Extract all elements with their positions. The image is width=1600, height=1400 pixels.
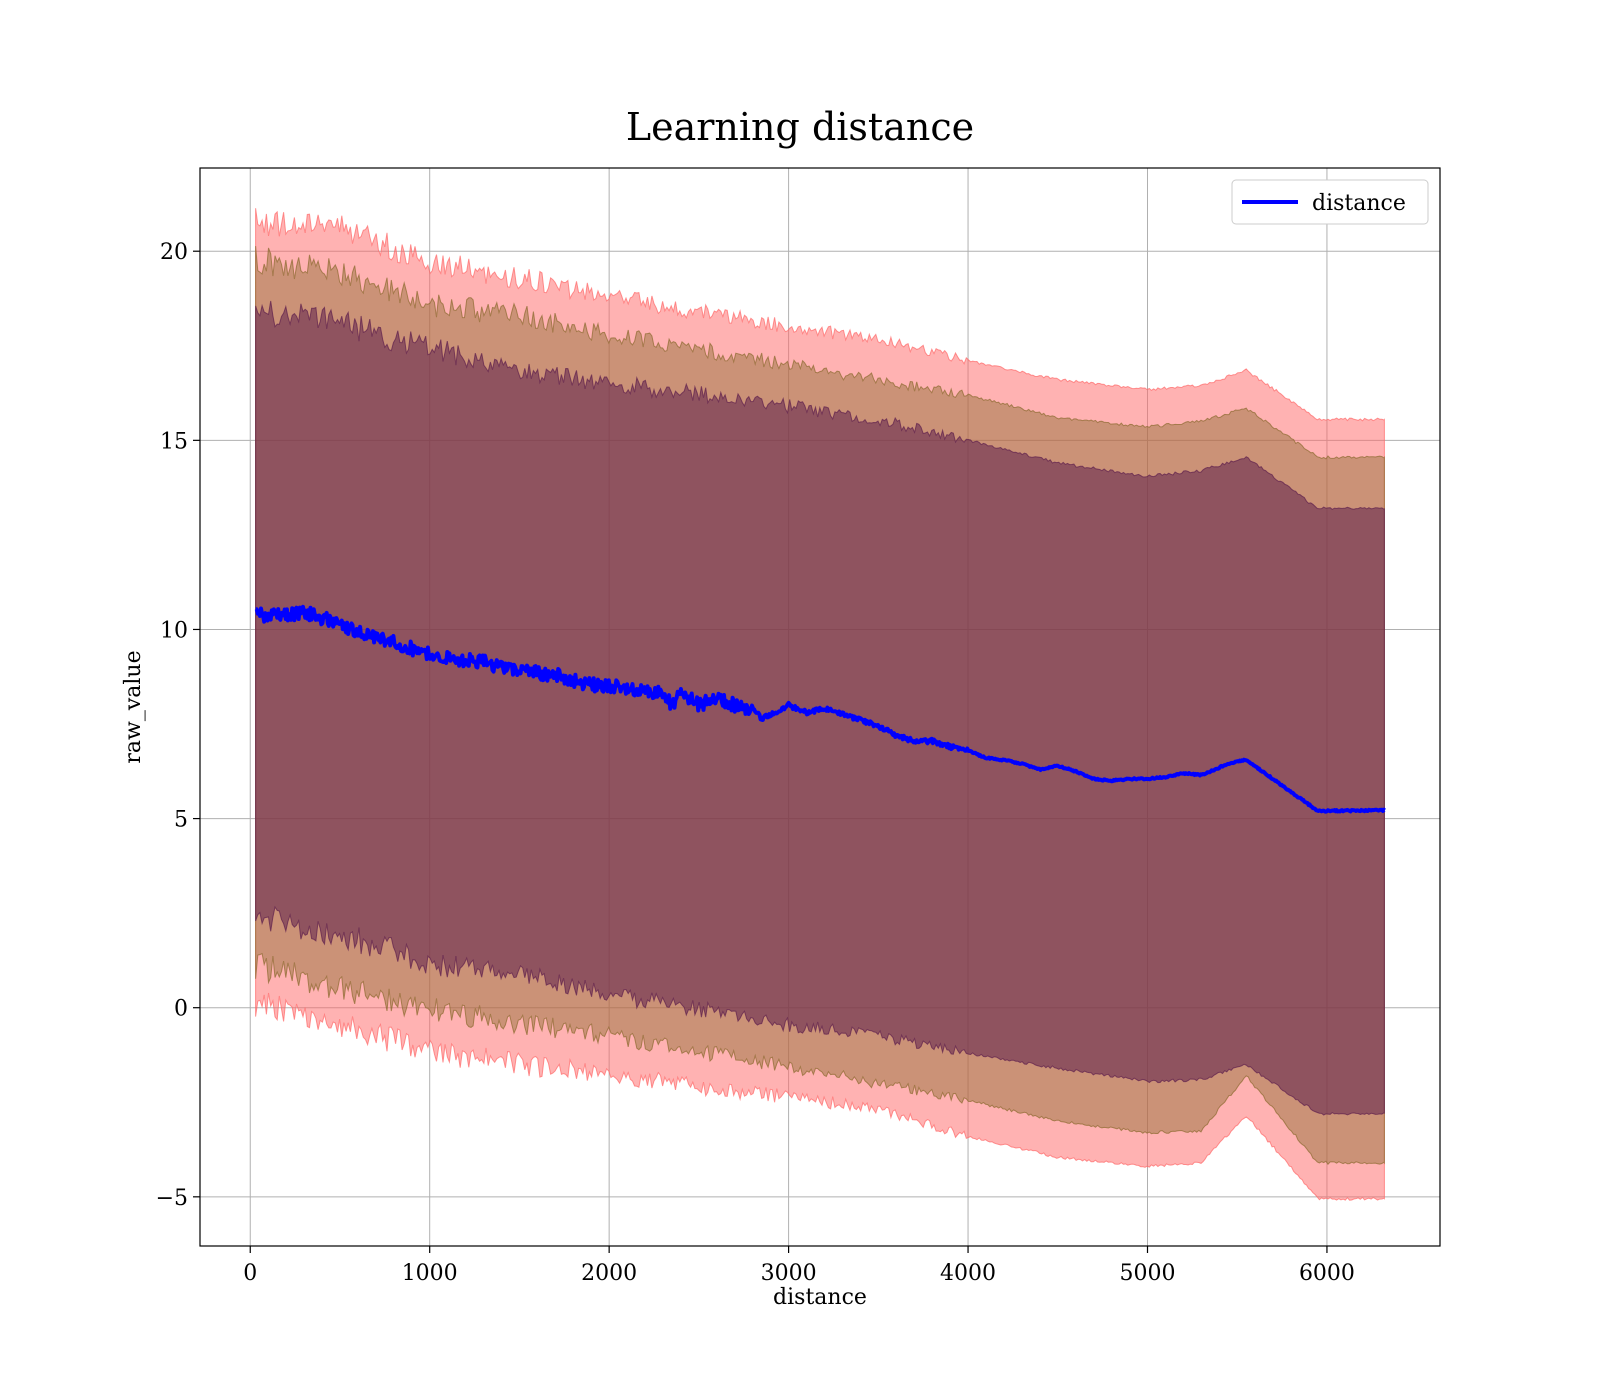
legend: distance [1231,179,1429,225]
x-tick-label-5: 5000 [1119,1261,1175,1286]
plot-frame [199,167,1441,1247]
x-axis-label: distance [773,1285,867,1310]
chart-title: Learning distance [626,105,974,149]
y-tick-label-1: 0 [174,997,188,1022]
y-tick-label-2: 5 [174,808,188,833]
x-tick-label-0: 0 [243,1261,257,1286]
series-line-distance [254,604,1386,814]
legend-box [1231,179,1429,225]
series-lines [254,604,1386,814]
x-tick-label-1: 1000 [402,1261,458,1286]
x-tick-label-6: 6000 [1299,1261,1355,1286]
y-tick-label-0: −5 [156,1186,188,1211]
y-tick-label-3: 10 [160,618,188,643]
axis-ticks: 0 1000 2000 3000 4000 5000 6000 −5 0 5 10 15 20 [156,240,1355,1286]
x-tick-label-3: 3000 [761,1261,817,1286]
x-tick-label-2: 2000 [581,1261,637,1286]
legend-label-distance: distance [1312,191,1406,216]
x-tick-label-4: 4000 [940,1261,996,1286]
y-tick-label-4: 15 [160,429,188,454]
y-tick-label-5: 20 [160,240,188,265]
y-axis-label: raw_value [121,650,146,763]
